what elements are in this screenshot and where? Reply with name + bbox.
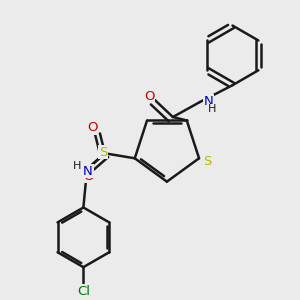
Text: S: S <box>203 155 211 168</box>
Text: N: N <box>83 165 93 178</box>
Text: N: N <box>204 94 213 108</box>
Text: H: H <box>208 104 216 114</box>
Text: O: O <box>83 170 93 183</box>
Text: O: O <box>144 90 154 103</box>
Text: O: O <box>87 121 97 134</box>
Text: S: S <box>99 146 107 159</box>
Text: Cl: Cl <box>77 284 90 298</box>
Text: H: H <box>73 161 81 171</box>
